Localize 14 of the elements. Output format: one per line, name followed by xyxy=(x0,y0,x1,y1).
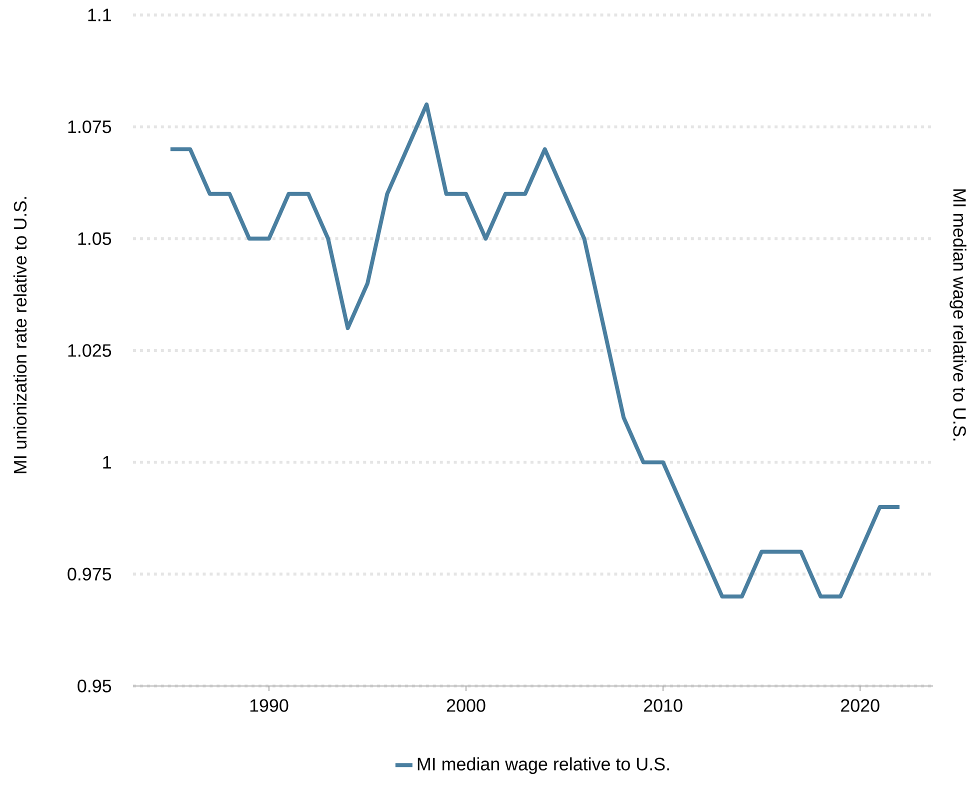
x-tick-label: 2020 xyxy=(841,699,880,712)
y-tick-label: 0.95 xyxy=(78,680,112,692)
y-tick-label: 1.075 xyxy=(68,120,112,134)
x-tick-label: 1990 xyxy=(250,699,288,712)
x-tick-label: 2000 xyxy=(446,699,486,712)
y-tick-label: 0.975 xyxy=(68,568,112,580)
y-tick-label: 1.1 xyxy=(88,8,111,22)
y-axis-title: MI unionization rate relative to U.S. xyxy=(13,197,27,474)
y2-axis-title: MI median wage relative to U.S. xyxy=(950,189,966,440)
y-tick-label: 1.05 xyxy=(78,232,112,245)
legend-label: MI median wage relative to U.S. xyxy=(418,757,669,774)
y-tick-label: 1.025 xyxy=(68,344,112,357)
y-tick-label: 1 xyxy=(103,456,111,468)
x-tick-label: 2010 xyxy=(644,699,682,712)
